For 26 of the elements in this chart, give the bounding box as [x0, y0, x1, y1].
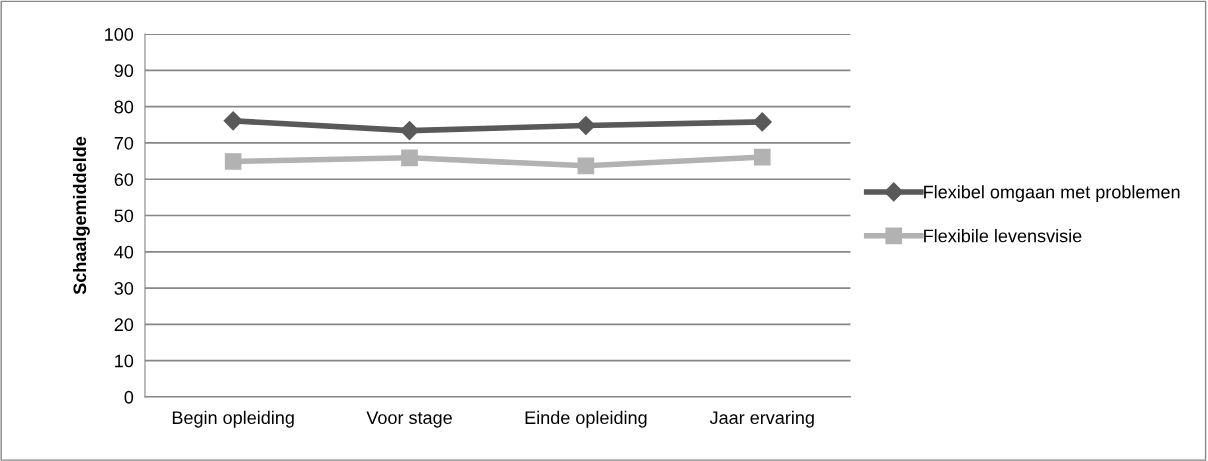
point: [401, 149, 418, 167]
y-tick-label: 20: [114, 318, 134, 332]
legend-label: Flexibel omgaan met problemen: [924, 185, 1180, 202]
y-tick-label: 90: [114, 64, 134, 78]
y-tick-label: 80: [114, 100, 134, 114]
y-tick-label: 10: [115, 354, 134, 368]
point: [752, 112, 772, 132]
y-axis-title: Schaalgemiddelde: [72, 136, 90, 295]
y-tick-label: 100: [105, 28, 134, 41]
point: [576, 116, 596, 136]
y-tick-label: 60: [114, 173, 134, 186]
point: [223, 111, 243, 131]
point: [224, 153, 242, 170]
point: [399, 121, 420, 141]
legend-label: Flexibile levensvisie: [924, 229, 1082, 243]
y-tick-label: 40: [114, 245, 134, 259]
point: [753, 148, 771, 166]
y-tick-label: 50: [114, 209, 134, 223]
y-tick-label: 70: [114, 136, 134, 150]
y-tick-label: 30: [114, 282, 134, 295]
point: [577, 157, 595, 175]
x-tick-label: Begin opleiding: [172, 410, 294, 428]
y-tick-label: 0: [124, 390, 134, 404]
x-tick-label: Voor stage: [366, 411, 452, 428]
x-tick-label: Einde opleiding: [525, 410, 647, 428]
x-tick-label: Jaar ervaring: [709, 410, 814, 428]
